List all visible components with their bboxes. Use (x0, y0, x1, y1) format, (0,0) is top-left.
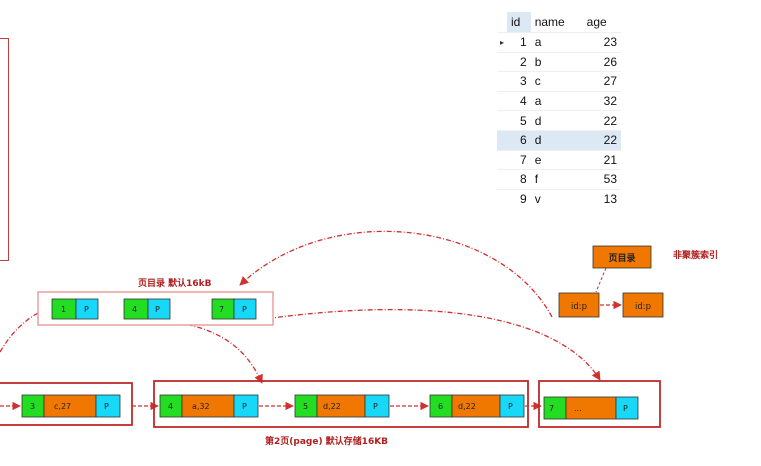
data-page-1: 3 c,27 P (0, 382, 133, 426)
left-panel-frame (0, 38, 9, 261)
page-row[interactable]: 7 ... P (543, 396, 639, 420)
column-header-name[interactable]: name (530, 12, 583, 33)
cell-id[interactable]: 1 (520, 35, 527, 50)
table-row[interactable]: 5 d 22 (497, 110, 621, 131)
entry-pointer: P (155, 305, 160, 314)
secondary-entry[interactable] (622, 292, 664, 318)
arrow-directory-to-page3 (257, 309, 601, 381)
row-data: d,22 (323, 402, 341, 411)
row-key: 3 (30, 402, 35, 411)
cell-id[interactable]: 8 (520, 172, 527, 187)
entry-key: 4 (132, 305, 137, 314)
cell-name[interactable]: b (534, 54, 542, 69)
row-pointer: P (623, 404, 628, 413)
cell-id[interactable]: 9 (520, 192, 527, 207)
secondary-entry-label: id:p (571, 302, 587, 312)
directory-entry[interactable]: 1 P (51, 298, 99, 320)
column-header-age[interactable]: age (582, 12, 621, 33)
cell-age[interactable]: 53 (603, 172, 617, 187)
row-key: 6 (438, 402, 443, 411)
cell-age[interactable]: 23 (603, 35, 617, 50)
page-row[interactable]: 3 c,27 P (21, 394, 121, 418)
data-page-2: 4 a,32 P 5 d,22 P 6 d,22 P 第2页(page) 默认存… (153, 380, 529, 447)
page-frame (0, 382, 133, 426)
arrow-dir-entry4-to-page2 (157, 319, 263, 384)
page-frame (153, 380, 529, 428)
cell-name[interactable]: c (534, 74, 541, 89)
cell-id[interactable]: 4 (520, 94, 527, 109)
row-key: 7 (549, 404, 554, 413)
page-row[interactable]: 4 a,32 P (159, 394, 259, 418)
arrow-secondary-to-directory (239, 230, 553, 318)
table-row[interactable]: 9 v 13 (497, 189, 621, 208)
arrow-left-into-directory (0, 312, 39, 353)
directory-entry[interactable]: 4 P (123, 298, 171, 320)
secondary-index-caption: 非聚簇索引 (673, 249, 718, 261)
cell-age[interactable]: 13 (603, 192, 617, 207)
cell-name[interactable]: a (534, 94, 542, 109)
row-key: 5 (303, 402, 308, 411)
secondary-index: 页目录 非聚簇索引 id:p id:p (558, 245, 718, 318)
secondary-directory-label: 页目录 (608, 253, 635, 264)
grid-header: id name age (497, 12, 621, 33)
cell-age[interactable]: 26 (603, 54, 617, 69)
cell-name[interactable]: e (534, 152, 542, 167)
table-row[interactable]: 4 a 32 (497, 91, 621, 111)
cell-id[interactable]: 5 (520, 113, 527, 128)
entry-key: 7 (219, 305, 224, 314)
entry-pointer: P (242, 305, 247, 314)
table-row[interactable]: 8 f 53 (497, 169, 621, 190)
page-2-caption: 第2页(page) 默认存储16KB (265, 435, 388, 447)
table-row[interactable]: ▸ 1 a 23 (497, 32, 621, 53)
cell-id[interactable]: 7 (520, 152, 527, 167)
page-row[interactable]: 5 d,22 P (294, 394, 390, 418)
data-page-3: 7 ... P (538, 380, 661, 428)
row-marker-header (497, 12, 507, 33)
data-grid: id name age ▸ 1 a 23 2 b 26 3 c 27 4 a 3… (497, 12, 621, 208)
row-pointer: P (508, 402, 513, 411)
cell-id[interactable]: 6 (507, 130, 531, 151)
cell-name[interactable]: v (534, 192, 541, 207)
cell-name[interactable]: a (534, 35, 542, 50)
secondary-entry[interactable] (558, 292, 600, 318)
page-row[interactable]: 6 d,22 P (429, 394, 525, 418)
cell-id[interactable]: 3 (520, 74, 527, 89)
cell-name[interactable]: d (534, 113, 542, 128)
table-row-selected[interactable]: 6 d 22 (497, 130, 621, 151)
row-data: a,32 (192, 402, 210, 411)
row-pointer: P (104, 402, 109, 411)
row-data: ... (574, 404, 582, 413)
directory-entry[interactable]: 7 P (211, 298, 257, 320)
cell-name[interactable]: f (534, 172, 539, 187)
row-data: c,27 (54, 402, 71, 411)
cell-age[interactable]: 21 (603, 152, 617, 167)
current-row-marker-icon: ▸ (499, 37, 504, 47)
table-row[interactable]: 3 c 27 (497, 71, 621, 92)
page-frame (538, 380, 661, 428)
cell-age[interactable]: 22 (582, 130, 621, 151)
secondary-directory-box[interactable] (592, 245, 652, 269)
page-directory: 页目录 默认16kB 1 P 4 P 7 P (37, 277, 274, 326)
row-pointer: P (373, 402, 378, 411)
table-row[interactable]: 7 e 21 (497, 150, 621, 170)
row-key: 4 (168, 402, 173, 411)
row-data: d,22 (458, 402, 476, 411)
entry-key: 1 (61, 305, 66, 314)
row-pointer: P (242, 402, 247, 411)
cell-name[interactable]: d (530, 130, 583, 151)
cell-age[interactable]: 22 (603, 113, 617, 128)
page-directory-caption: 页目录 默认16kB (138, 277, 212, 289)
entry-pointer: P (84, 305, 89, 314)
column-header-id[interactable]: id (507, 12, 531, 33)
cell-id[interactable]: 2 (520, 54, 527, 69)
secondary-branch-line (595, 267, 607, 293)
cell-age[interactable]: 27 (603, 74, 617, 89)
cell-age[interactable]: 32 (603, 94, 617, 109)
secondary-entry-label: id:p (635, 302, 651, 312)
table-row[interactable]: 2 b 26 (497, 52, 621, 72)
